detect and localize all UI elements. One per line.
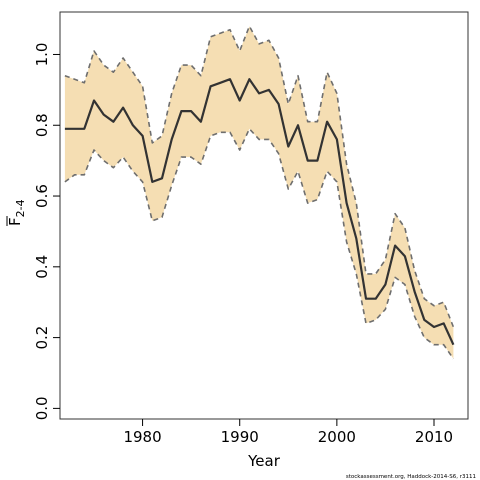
x-axis-title: Year bbox=[247, 452, 281, 470]
upper-bound-line bbox=[64, 25, 455, 328]
y-axis-title-text: F2-4 bbox=[6, 199, 27, 226]
y-axis-title: F2-4 bbox=[6, 199, 27, 226]
y-tick-label-2: 0.4 bbox=[33, 255, 51, 279]
y-tick-label-4: 0.8 bbox=[33, 113, 51, 137]
y-tick-label-1: 0.2 bbox=[33, 326, 51, 350]
y-axis: 0.0 0.2 0.4 0.6 0.8 1.0 bbox=[33, 43, 60, 420]
plot-frame bbox=[59, 11, 469, 420]
y-tick-label-0: 0.0 bbox=[33, 396, 51, 420]
y-tick-label-5: 1.0 bbox=[33, 43, 51, 67]
y-axis-title-subscript: 2-4 bbox=[14, 199, 27, 217]
x-axis: 1980 1990 2000 2010 bbox=[123, 419, 453, 446]
y-tick-label-3: 0.6 bbox=[33, 184, 51, 208]
lower-bound-line bbox=[64, 128, 455, 360]
plot-area bbox=[64, 25, 455, 360]
credit-text: stockassessment.org, Haddock-2014-S6, r3… bbox=[346, 474, 476, 480]
estimate-line bbox=[64, 78, 455, 346]
x-tick-label-2000: 2000 bbox=[318, 428, 356, 446]
x-tick-label-1980: 1980 bbox=[123, 428, 161, 446]
x-tick-label-1990: 1990 bbox=[221, 428, 259, 446]
y-axis-title-main: F bbox=[6, 217, 24, 226]
x-tick-label-2010: 2010 bbox=[415, 428, 453, 446]
